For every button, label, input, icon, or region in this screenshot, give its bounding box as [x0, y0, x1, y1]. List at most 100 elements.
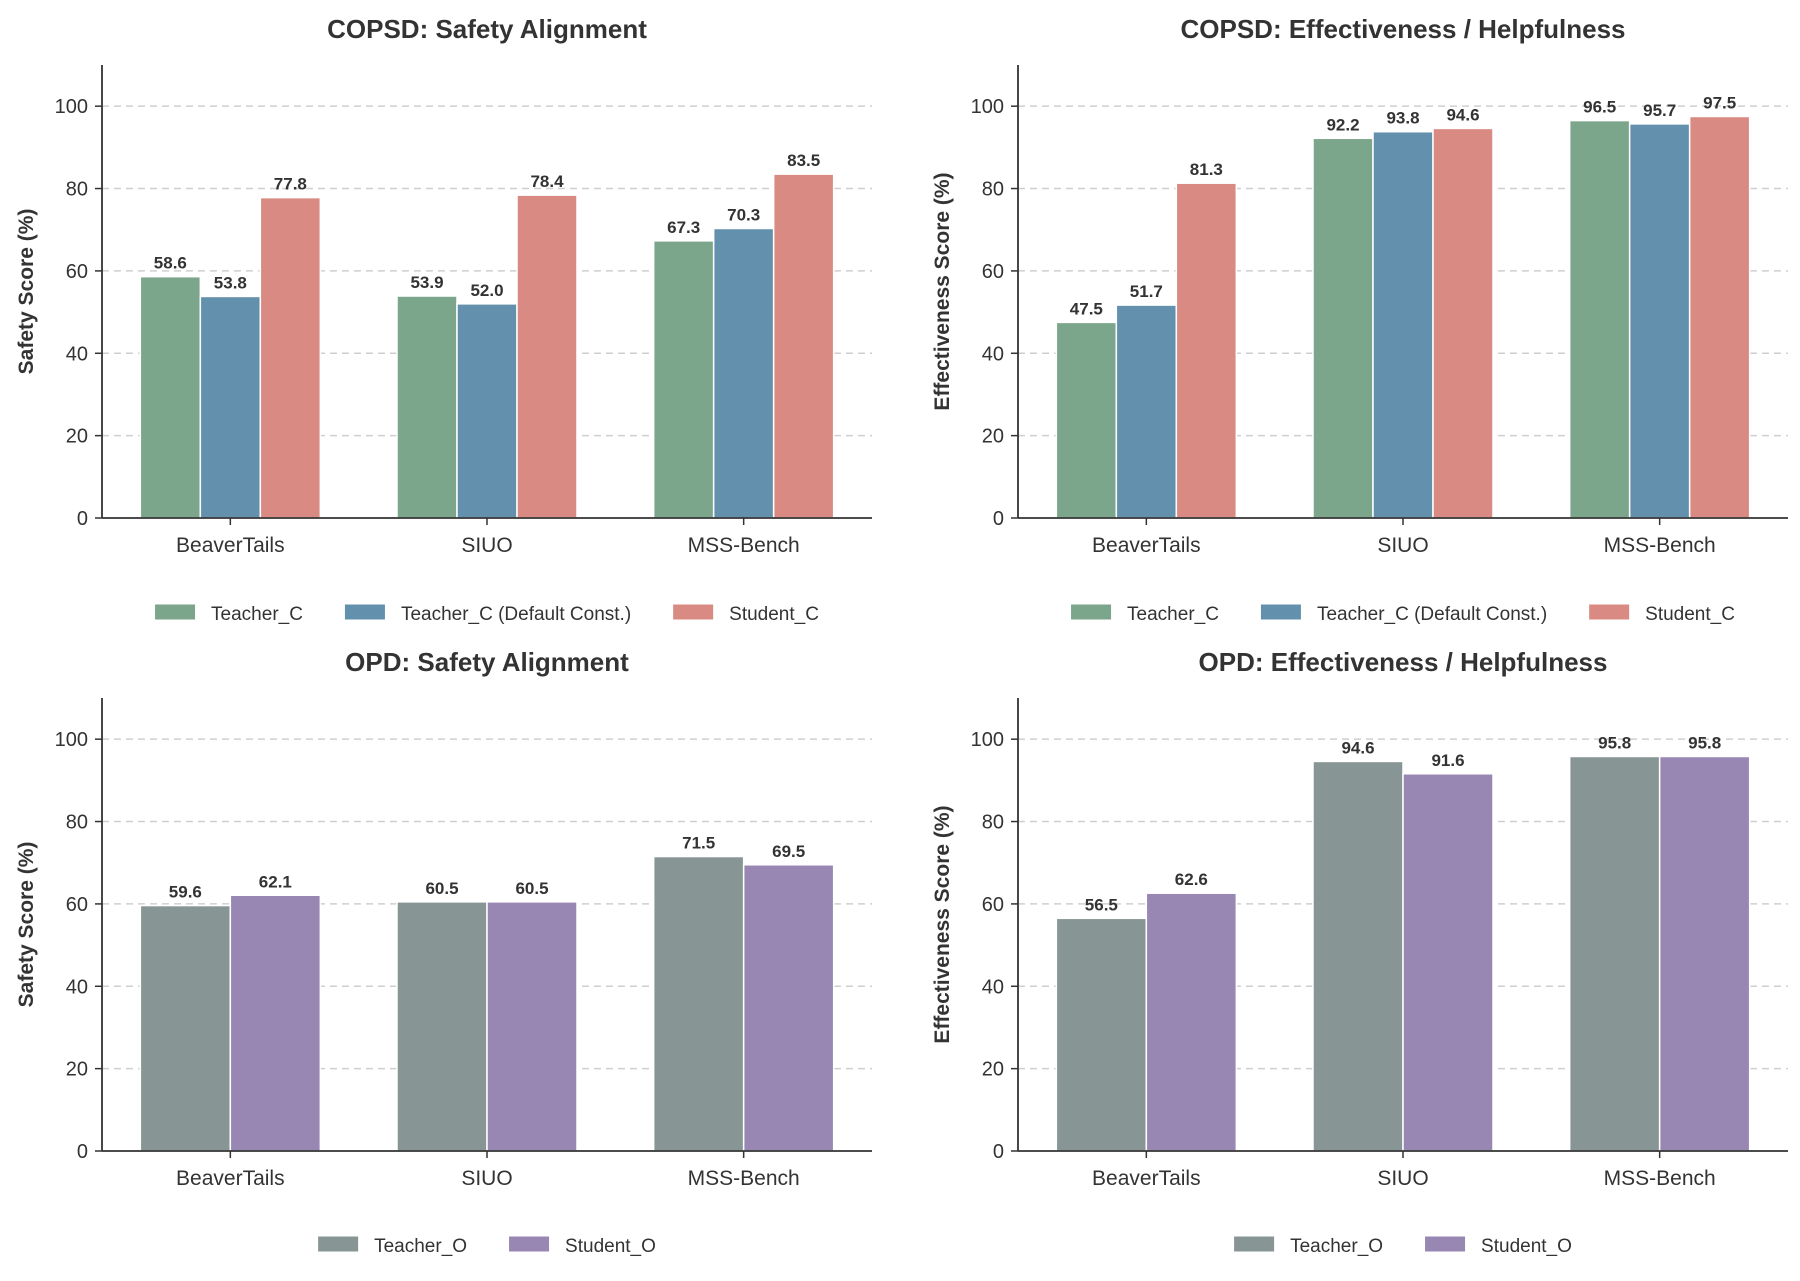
- chart-3-data-label: 69.5: [772, 842, 805, 861]
- chart-2-bar: [1115, 304, 1178, 519]
- chart-1-title: COPSD: Safety Alignment: [327, 14, 647, 44]
- chart-2-data-label: 81.3: [1190, 160, 1223, 179]
- chart-1-data-label: 67.3: [667, 218, 700, 237]
- chart-3-ytick-label: 80: [66, 812, 88, 834]
- chart-1-bar: [516, 194, 578, 519]
- chart-2-ytick-label: 40: [982, 343, 1004, 365]
- chart-4-ytick-label: 40: [982, 976, 1004, 998]
- chart-2-data-label: 51.7: [1130, 282, 1163, 301]
- chart-1-data-label: 77.8: [274, 175, 307, 194]
- chart-4-data-label: 62.6: [1175, 870, 1208, 889]
- chart-4-xtick-label: BeaverTails: [1092, 1167, 1201, 1190]
- chart-2-data-label: 97.5: [1703, 93, 1736, 112]
- chart-2-data-label: 95.7: [1643, 101, 1676, 120]
- chart-3-legend-swatch: [509, 1236, 550, 1252]
- chart-2-ytick-label: 0: [993, 508, 1004, 530]
- chart-2-data-label: 96.5: [1583, 98, 1616, 117]
- chart-1-data-label: 52.0: [470, 281, 503, 300]
- chart-4-ytick-label: 0: [993, 1141, 1004, 1163]
- chart-2-title: COPSD: Effectiveness / Helpfulness: [1180, 14, 1625, 44]
- chart-2-bar: [1688, 115, 1751, 519]
- chart-2-legend-swatch: [1589, 604, 1630, 620]
- chart-1-bar: [456, 303, 518, 519]
- chart-4-xtick-label: SIUO: [1377, 1167, 1428, 1190]
- chart-2-bar: [1568, 119, 1631, 519]
- chart-3-legend-label: Student_O: [565, 1236, 656, 1257]
- chart-1-ytick-label: 20: [66, 426, 88, 448]
- chart-2-legend: Teacher_C Teacher_C (Default Const.) Stude…: [1071, 604, 1735, 625]
- chart-4-bar: [1658, 755, 1751, 1152]
- chart-2-legend-swatch: [1071, 604, 1112, 620]
- chart-2-legend-swatch: [1260, 604, 1301, 620]
- chart-4-title: OPD: Effectiveness / Helpfulness: [1199, 647, 1608, 677]
- chart-4-legend-label: Student_O: [1481, 1236, 1572, 1257]
- chart-1-xtick-label: BeaverTails: [176, 534, 285, 557]
- chart-1-bar: [199, 295, 262, 519]
- chart-1-legend-swatch: [673, 604, 714, 620]
- chart-2-data-label: 94.6: [1446, 105, 1479, 124]
- chart-1-data-label: 53.8: [214, 273, 247, 292]
- chart-3-legend-swatch: [318, 1236, 359, 1252]
- chart-4-bar: [1312, 760, 1404, 1152]
- chart-3-xtick-label: MSS-Bench: [688, 1167, 800, 1190]
- chart-1-legend-swatch: [155, 604, 196, 620]
- chart-1-ylabel: Safety Score (%): [15, 209, 38, 375]
- chart-3-legend-label: Teacher_O: [374, 1236, 467, 1257]
- chart-1-bar: [259, 196, 322, 519]
- chart-1-legend-swatch: [344, 604, 385, 620]
- chart-3-bar: [652, 855, 745, 1152]
- chart-4-data-label: 95.8: [1688, 733, 1721, 752]
- chart-1-data-label: 70.3: [727, 205, 760, 224]
- chart-2-bar: [1372, 130, 1434, 519]
- chart-4-bar: [1568, 755, 1661, 1152]
- chart-1-bar: [772, 173, 835, 519]
- chart-4-xtick-label: MSS-Bench: [1604, 1167, 1716, 1190]
- chart-2-legend-label: Student_C: [1645, 604, 1735, 625]
- chart-4: 0 20 40 60 80 100 56.5 62.6 BeaverTails 94.6 91.6 S…: [931, 647, 1788, 1257]
- chart-1-bar: [396, 295, 458, 519]
- chart-1-legend-label: Teacher_C (Default Const.): [401, 604, 631, 625]
- chart-4-data-label: 95.8: [1598, 733, 1631, 752]
- chart-2-data-label: 92.2: [1326, 115, 1359, 134]
- chart-1-ytick-label: 100: [55, 96, 88, 118]
- chart-1-xtick-label: MSS-Bench: [688, 534, 800, 557]
- chart-2-bar: [1055, 321, 1118, 519]
- chart-1-data-label: 58.6: [154, 254, 187, 273]
- chart-3-title: OPD: Safety Alignment: [345, 647, 629, 677]
- chart-3-data-label: 62.1: [259, 872, 292, 891]
- chart-2-xtick-label: BeaverTails: [1092, 534, 1201, 557]
- chart-3-data-label: 60.5: [425, 879, 458, 898]
- chart-2-ytick-label: 60: [982, 261, 1004, 283]
- chart-1-ytick-label: 0: [77, 508, 88, 530]
- chart-3-bar: [229, 894, 322, 1152]
- chart-4-data-label: 56.5: [1085, 895, 1118, 914]
- chart-4-data-label: 91.6: [1431, 751, 1464, 770]
- chart-1-xtick-label: SIUO: [461, 534, 512, 557]
- chart-3-bar: [396, 901, 488, 1152]
- chart-2-legend-label: Teacher_C (Default Const.): [1317, 604, 1547, 625]
- chart-3-data-label: 71.5: [682, 834, 715, 853]
- chart-2-ytick-label: 100: [971, 96, 1004, 118]
- chart-1-bar: [712, 227, 775, 519]
- chart-3-ytick-label: 20: [66, 1059, 88, 1081]
- chart-2-data-label: 47.5: [1070, 299, 1103, 318]
- chart-4-ytick-label: 60: [982, 894, 1004, 916]
- chart-2-xtick-label: MSS-Bench: [1604, 534, 1716, 557]
- chart-1-legend: Teacher_C Teacher_C (Default Const.) Stude…: [155, 604, 819, 625]
- chart-1-bar: [139, 275, 202, 519]
- chart-4-data-label: 94.6: [1341, 738, 1374, 757]
- chart-4-bar: [1055, 917, 1148, 1152]
- chart-2-legend-label: Teacher_C: [1127, 604, 1219, 625]
- chart-4-ytick-label: 100: [971, 729, 1004, 751]
- chart-3-xtick-label: BeaverTails: [176, 1167, 285, 1190]
- chart-4-legend-swatch: [1425, 1236, 1466, 1252]
- chart-2-bar: [1312, 137, 1374, 519]
- chart-4-ytick-label: 80: [982, 812, 1004, 834]
- chart-4-ylabel: Effectiveness Score (%): [931, 805, 954, 1043]
- chart-1-data-label: 78.4: [530, 172, 564, 191]
- chart-3-bar: [139, 904, 232, 1152]
- chart-1-data-label: 83.5: [787, 151, 820, 170]
- chart-1-legend-label: Teacher_C: [211, 604, 303, 625]
